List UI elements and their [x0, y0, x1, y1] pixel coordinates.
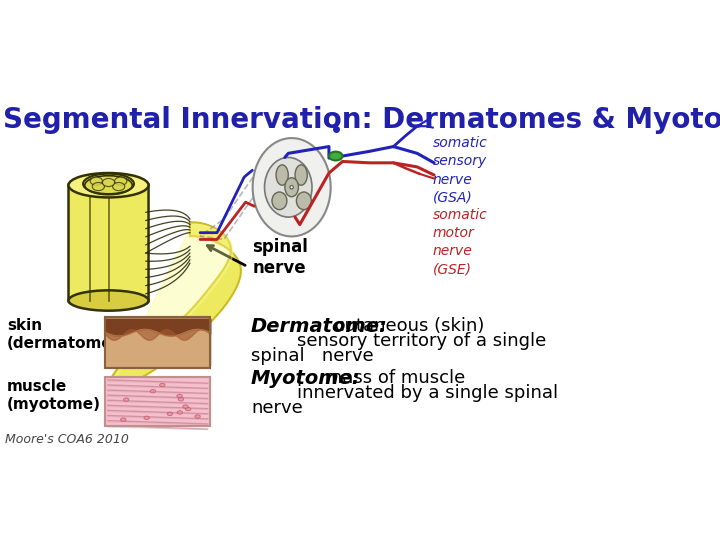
FancyBboxPatch shape: [68, 183, 148, 303]
Text: Myotome:: Myotome:: [251, 369, 361, 388]
Text: nerve: nerve: [251, 399, 302, 417]
FancyBboxPatch shape: [105, 318, 210, 368]
Ellipse shape: [276, 165, 288, 185]
Text: somatic
motor
nerve
(GSE): somatic motor nerve (GSE): [433, 207, 487, 277]
Ellipse shape: [150, 389, 156, 393]
Ellipse shape: [285, 178, 298, 197]
Ellipse shape: [195, 415, 200, 418]
Text: skin
(dermatome): skin (dermatome): [6, 318, 120, 350]
Ellipse shape: [177, 411, 183, 414]
Text: spinal   nerve: spinal nerve: [251, 347, 374, 366]
Ellipse shape: [102, 178, 114, 187]
Ellipse shape: [272, 192, 287, 210]
Ellipse shape: [85, 176, 132, 195]
Ellipse shape: [120, 418, 126, 421]
Ellipse shape: [160, 383, 165, 387]
Text: Segmental Innervation: Dermatomes & Myotomes: Segmental Innervation: Dermatomes & Myot…: [4, 106, 720, 134]
Text: spinal
nerve: spinal nerve: [252, 238, 308, 277]
Ellipse shape: [177, 394, 182, 398]
Ellipse shape: [68, 291, 148, 310]
Text: Moore's COA6 2010: Moore's COA6 2010: [6, 433, 130, 447]
Ellipse shape: [290, 186, 293, 189]
Text: cutaneous (skin): cutaneous (skin): [329, 318, 485, 335]
Text: somatic
sensory
nerve
(GSA): somatic sensory nerve (GSA): [433, 136, 487, 205]
Text: mass of muscle: mass of muscle: [319, 369, 465, 387]
Ellipse shape: [92, 183, 104, 191]
Text: muscle
(myotome): muscle (myotome): [6, 379, 101, 411]
Ellipse shape: [179, 397, 184, 401]
Ellipse shape: [183, 405, 188, 408]
Ellipse shape: [167, 412, 173, 416]
Ellipse shape: [114, 177, 127, 185]
Polygon shape: [105, 222, 241, 404]
Ellipse shape: [185, 407, 191, 411]
Ellipse shape: [90, 177, 102, 185]
Ellipse shape: [144, 416, 150, 420]
Ellipse shape: [68, 173, 148, 198]
Ellipse shape: [112, 183, 125, 191]
Ellipse shape: [264, 157, 312, 217]
Ellipse shape: [123, 398, 129, 401]
Ellipse shape: [253, 138, 330, 237]
Text: sensory territory of a single: sensory territory of a single: [251, 333, 546, 350]
Polygon shape: [107, 224, 233, 394]
Ellipse shape: [297, 192, 311, 210]
Ellipse shape: [295, 165, 307, 185]
Ellipse shape: [329, 152, 343, 160]
Text: innervated by a single spinal: innervated by a single spinal: [251, 384, 558, 402]
FancyBboxPatch shape: [105, 377, 210, 426]
Text: Dermatome:: Dermatome:: [251, 318, 387, 336]
